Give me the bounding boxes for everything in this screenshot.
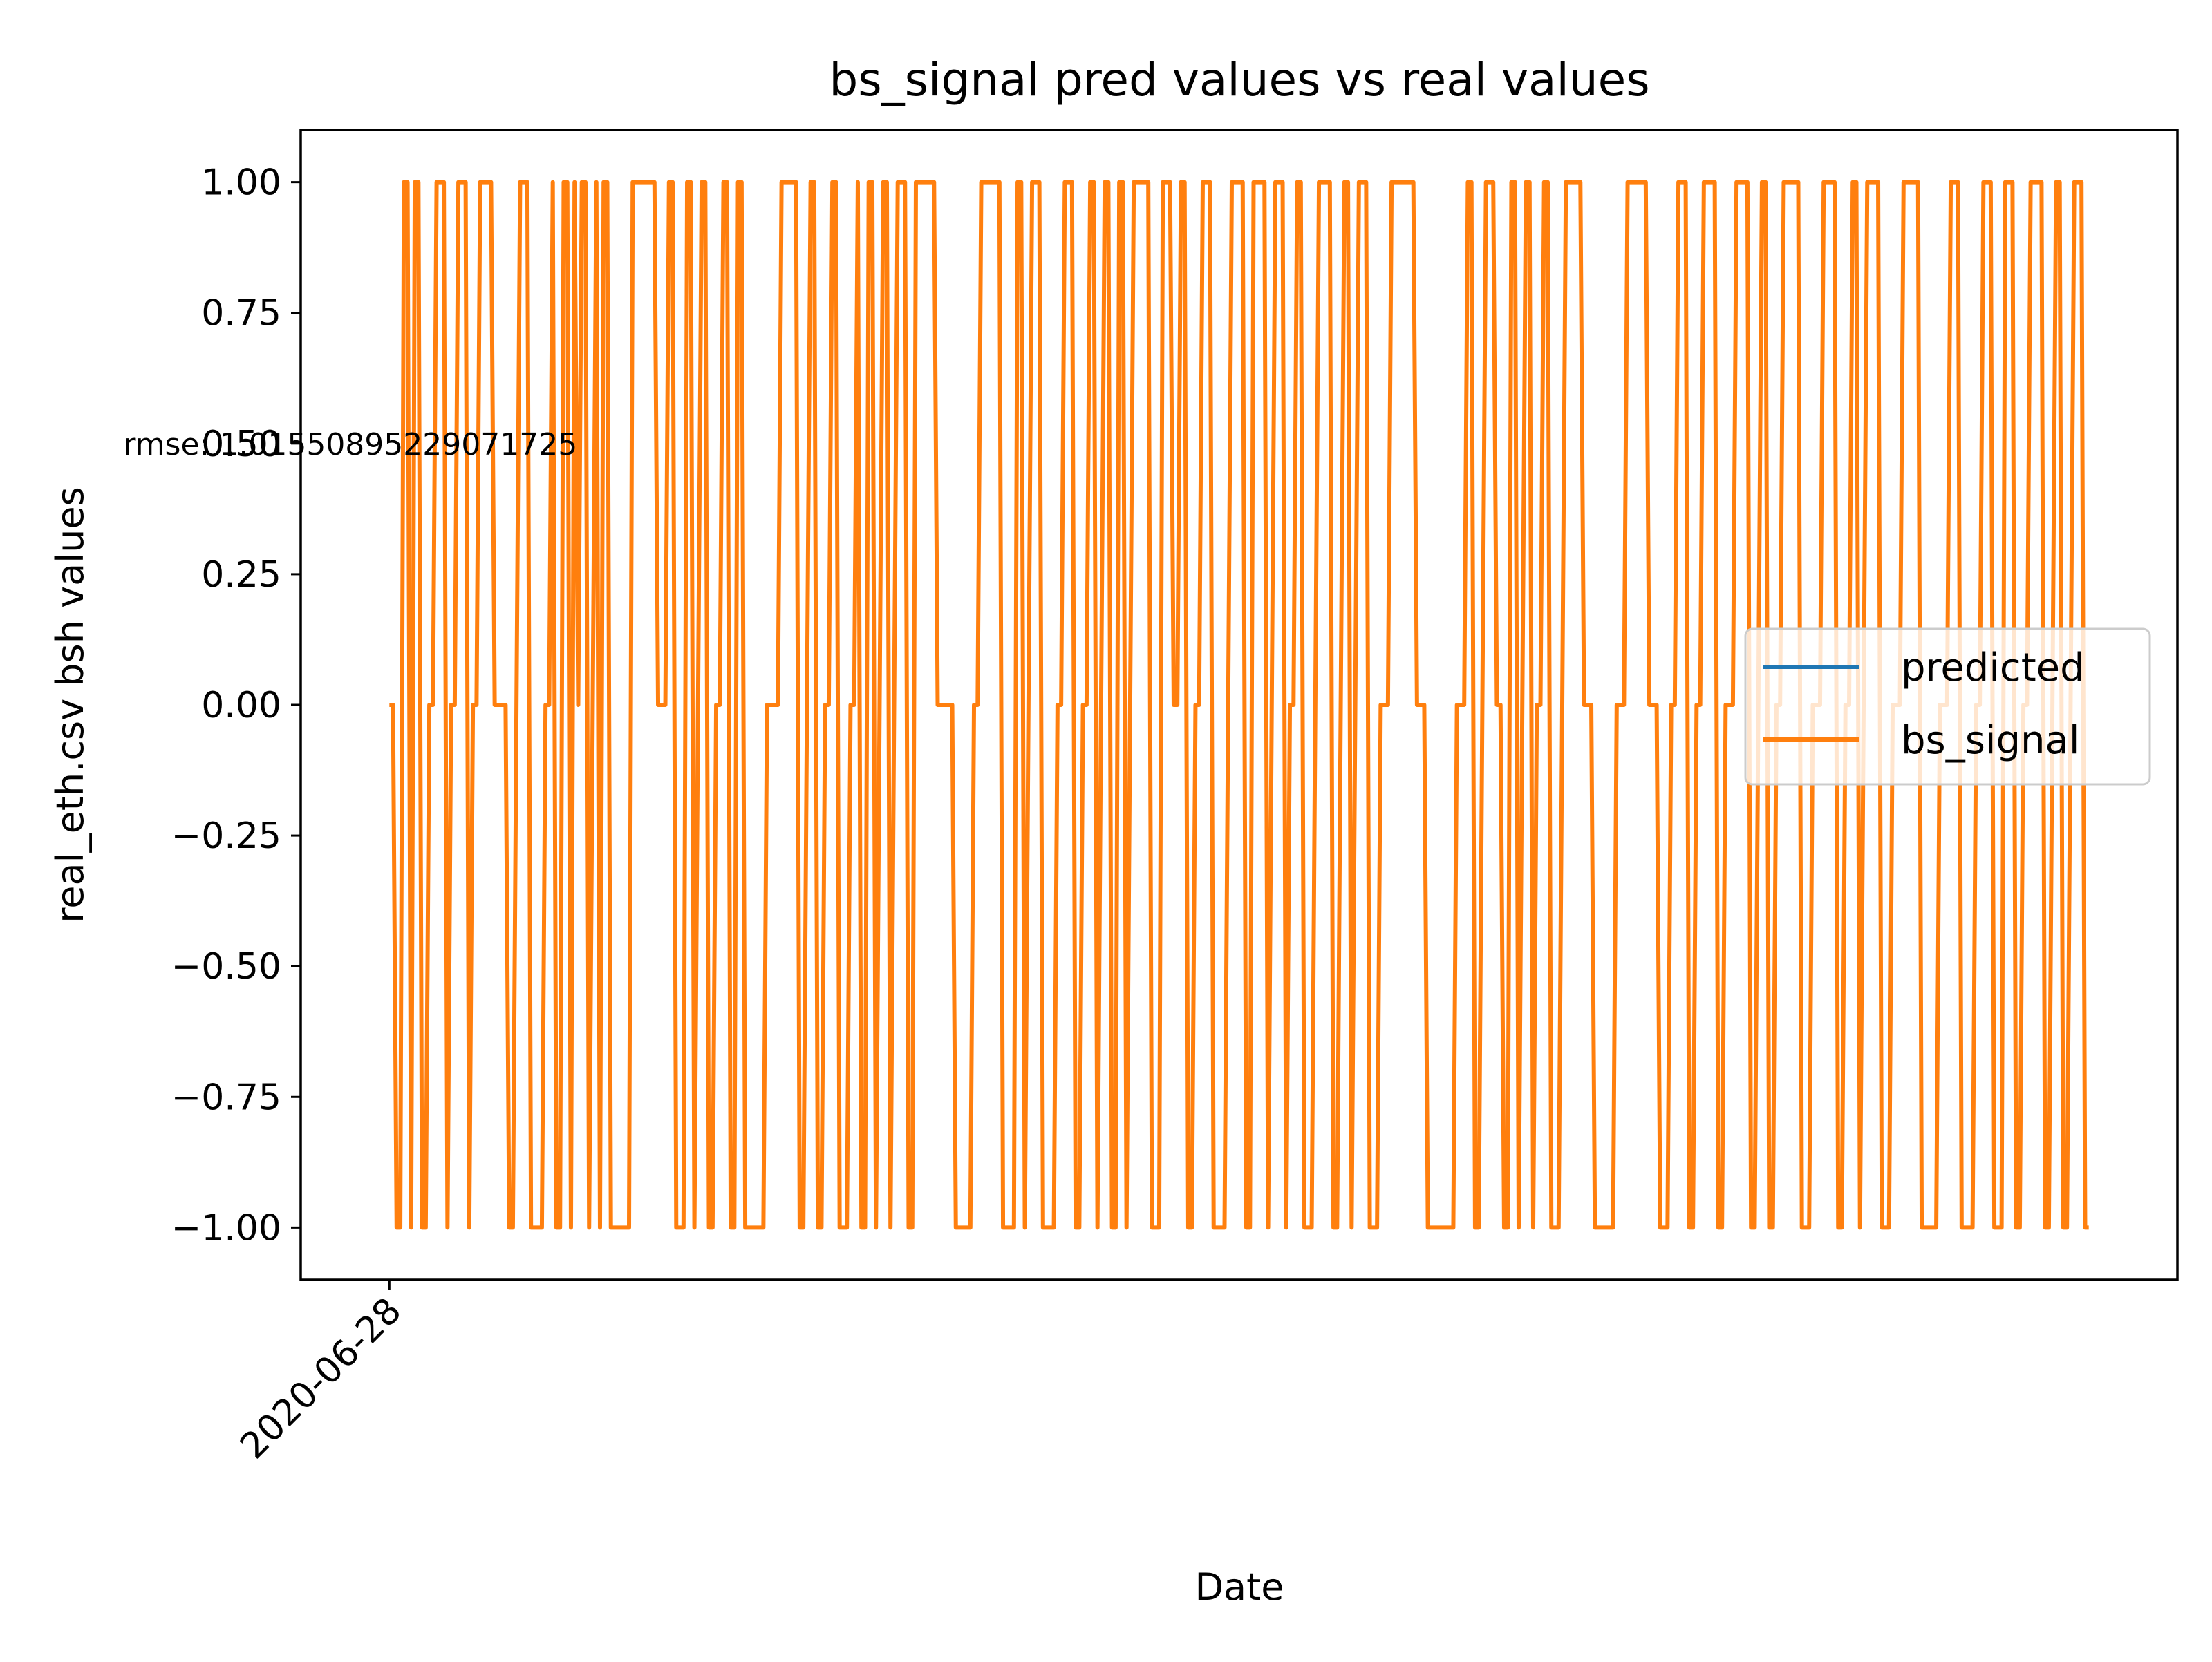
x-axis-label: Date [1194, 1565, 1284, 1609]
y-tick-label: 0.00 [201, 685, 281, 726]
y-tick-label: 0.50 [201, 424, 281, 465]
y-tick-label: −0.50 [171, 946, 281, 988]
y-tick-label: −0.75 [171, 1077, 281, 1118]
y-axis: −1.00 −0.75 −0.50 −0.25 0.00 0.25 0.50 0.75 1.00 [171, 162, 301, 1249]
series-layer [389, 180, 2089, 1230]
y-tick-label: −1.00 [171, 1207, 281, 1249]
legend: predicted bs_signal [1744, 627, 2151, 786]
series-line-bs-signal [389, 180, 2089, 1230]
plot-area [389, 180, 2089, 1230]
y-tick-label: 0.75 [201, 293, 281, 334]
rmse-annotation: rmse: 1.01550895229071725 [123, 427, 577, 462]
legend-label-predicted: predicted [1901, 645, 2085, 690]
y-axis-label: real_eth.csv bsh values [48, 487, 92, 923]
chart-title: bs_signal pred values vs real values [829, 53, 1649, 106]
y-tick-label: 0.25 [201, 554, 281, 596]
y-tick-label: −0.25 [171, 815, 281, 857]
legend-label-bs-signal: bs_signal [1901, 718, 2079, 763]
y-tick-label: 1.00 [201, 162, 281, 204]
